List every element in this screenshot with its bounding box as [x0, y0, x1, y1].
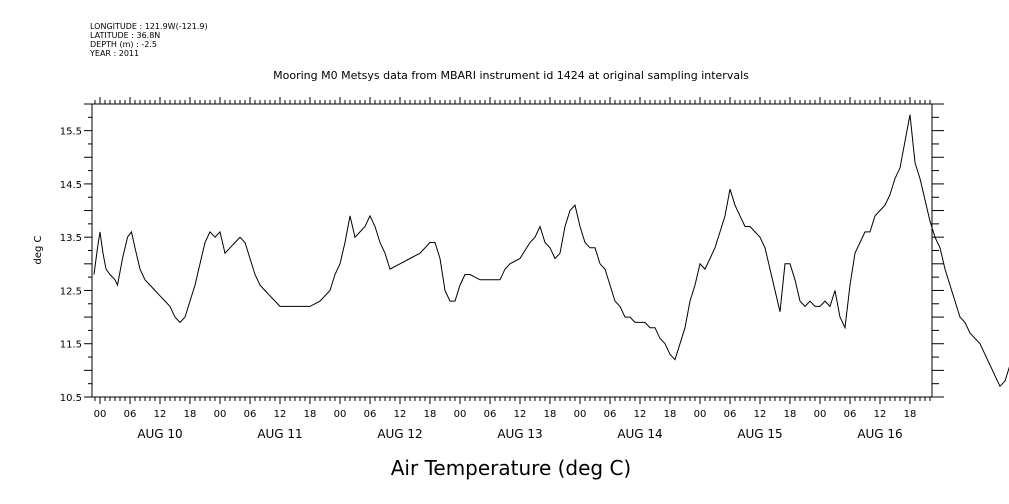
- x-tick-label: 00: [454, 409, 467, 420]
- x-tick-label: 18: [544, 409, 557, 420]
- plot-frame: [91, 103, 933, 398]
- y-tick-label: 10.5: [60, 393, 82, 404]
- x-tick-label: 06: [724, 409, 737, 420]
- day-label: AUG 10: [137, 427, 182, 441]
- day-label: AUG 15: [737, 427, 782, 441]
- x-tick-label: 06: [124, 409, 137, 420]
- axis-ticks: [84, 97, 944, 404]
- day-labels: AUG 10 AUG 11 AUG 12 AUG 13 AUG 14 AUG 15 AUG …: [137, 427, 902, 441]
- x-tick-label: 06: [244, 409, 257, 420]
- x-tick-label: 06: [604, 409, 617, 420]
- x-tick-label: 12: [634, 409, 647, 420]
- x-axis-title: Air Temperature (deg C): [391, 456, 632, 480]
- day-label: AUG 14: [617, 427, 662, 441]
- y-tick-labels: 10.5 11.5 12.5 13.5 14.5 15.5: [60, 127, 82, 404]
- y-tick-label: 11.5: [60, 340, 82, 351]
- x-tick-label: 12: [394, 409, 407, 420]
- longitude-text: LONGITUDE : 121.9W(-121.9): [90, 22, 208, 31]
- latitude-text: LATITUDE : 36.8N: [90, 31, 161, 40]
- x-tick-labels: 00 06 12 18 00 06 12 18 00 06 12 18 00 06 12 18 00 06 12 18…: [94, 409, 917, 420]
- x-tick-label: 00: [694, 409, 707, 420]
- day-label: AUG 12: [377, 427, 422, 441]
- x-tick-label: 06: [484, 409, 497, 420]
- x-tick-label: 12: [274, 409, 287, 420]
- x-tick-label: 12: [754, 409, 767, 420]
- x-tick-label: 06: [364, 409, 377, 420]
- y-tick-label: 14.5: [60, 180, 82, 191]
- x-tick-label: 18: [664, 409, 677, 420]
- chart-title: Mooring M0 Metsys data from MBARI instru…: [273, 69, 749, 82]
- x-tick-label: 00: [574, 409, 587, 420]
- day-label: AUG 13: [497, 427, 542, 441]
- x-tick-label: 18: [424, 409, 437, 420]
- x-tick-label: 12: [874, 409, 887, 420]
- x-tick-label: 00: [814, 409, 827, 420]
- x-tick-label: 18: [784, 409, 797, 420]
- x-tick-label: 18: [304, 409, 317, 420]
- day-label: AUG 11: [257, 427, 302, 441]
- x-tick-label: 00: [94, 409, 107, 420]
- y-tick-label: 13.5: [60, 233, 82, 244]
- day-label: AUG 16: [857, 427, 902, 441]
- y-axis-label: deg C: [33, 235, 44, 264]
- x-tick-label: 06: [844, 409, 857, 420]
- x-tick-label: 18: [184, 409, 197, 420]
- depth-text: DEPTH (m) : -2.5: [90, 40, 157, 49]
- x-tick-label: 18: [904, 409, 917, 420]
- series-line: [93, 114, 1009, 388]
- year-text: YEAR : 2011: [90, 49, 140, 58]
- y-tick-label: 12.5: [60, 286, 82, 297]
- y-tick-label: 15.5: [60, 127, 82, 138]
- x-tick-label: 12: [154, 409, 167, 420]
- x-tick-label: 12: [514, 409, 527, 420]
- station-metadata: LONGITUDE : 121.9W(-121.9) LATITUDE : 36…: [90, 22, 208, 58]
- x-tick-label: 00: [214, 409, 227, 420]
- x-tick-label: 00: [334, 409, 347, 420]
